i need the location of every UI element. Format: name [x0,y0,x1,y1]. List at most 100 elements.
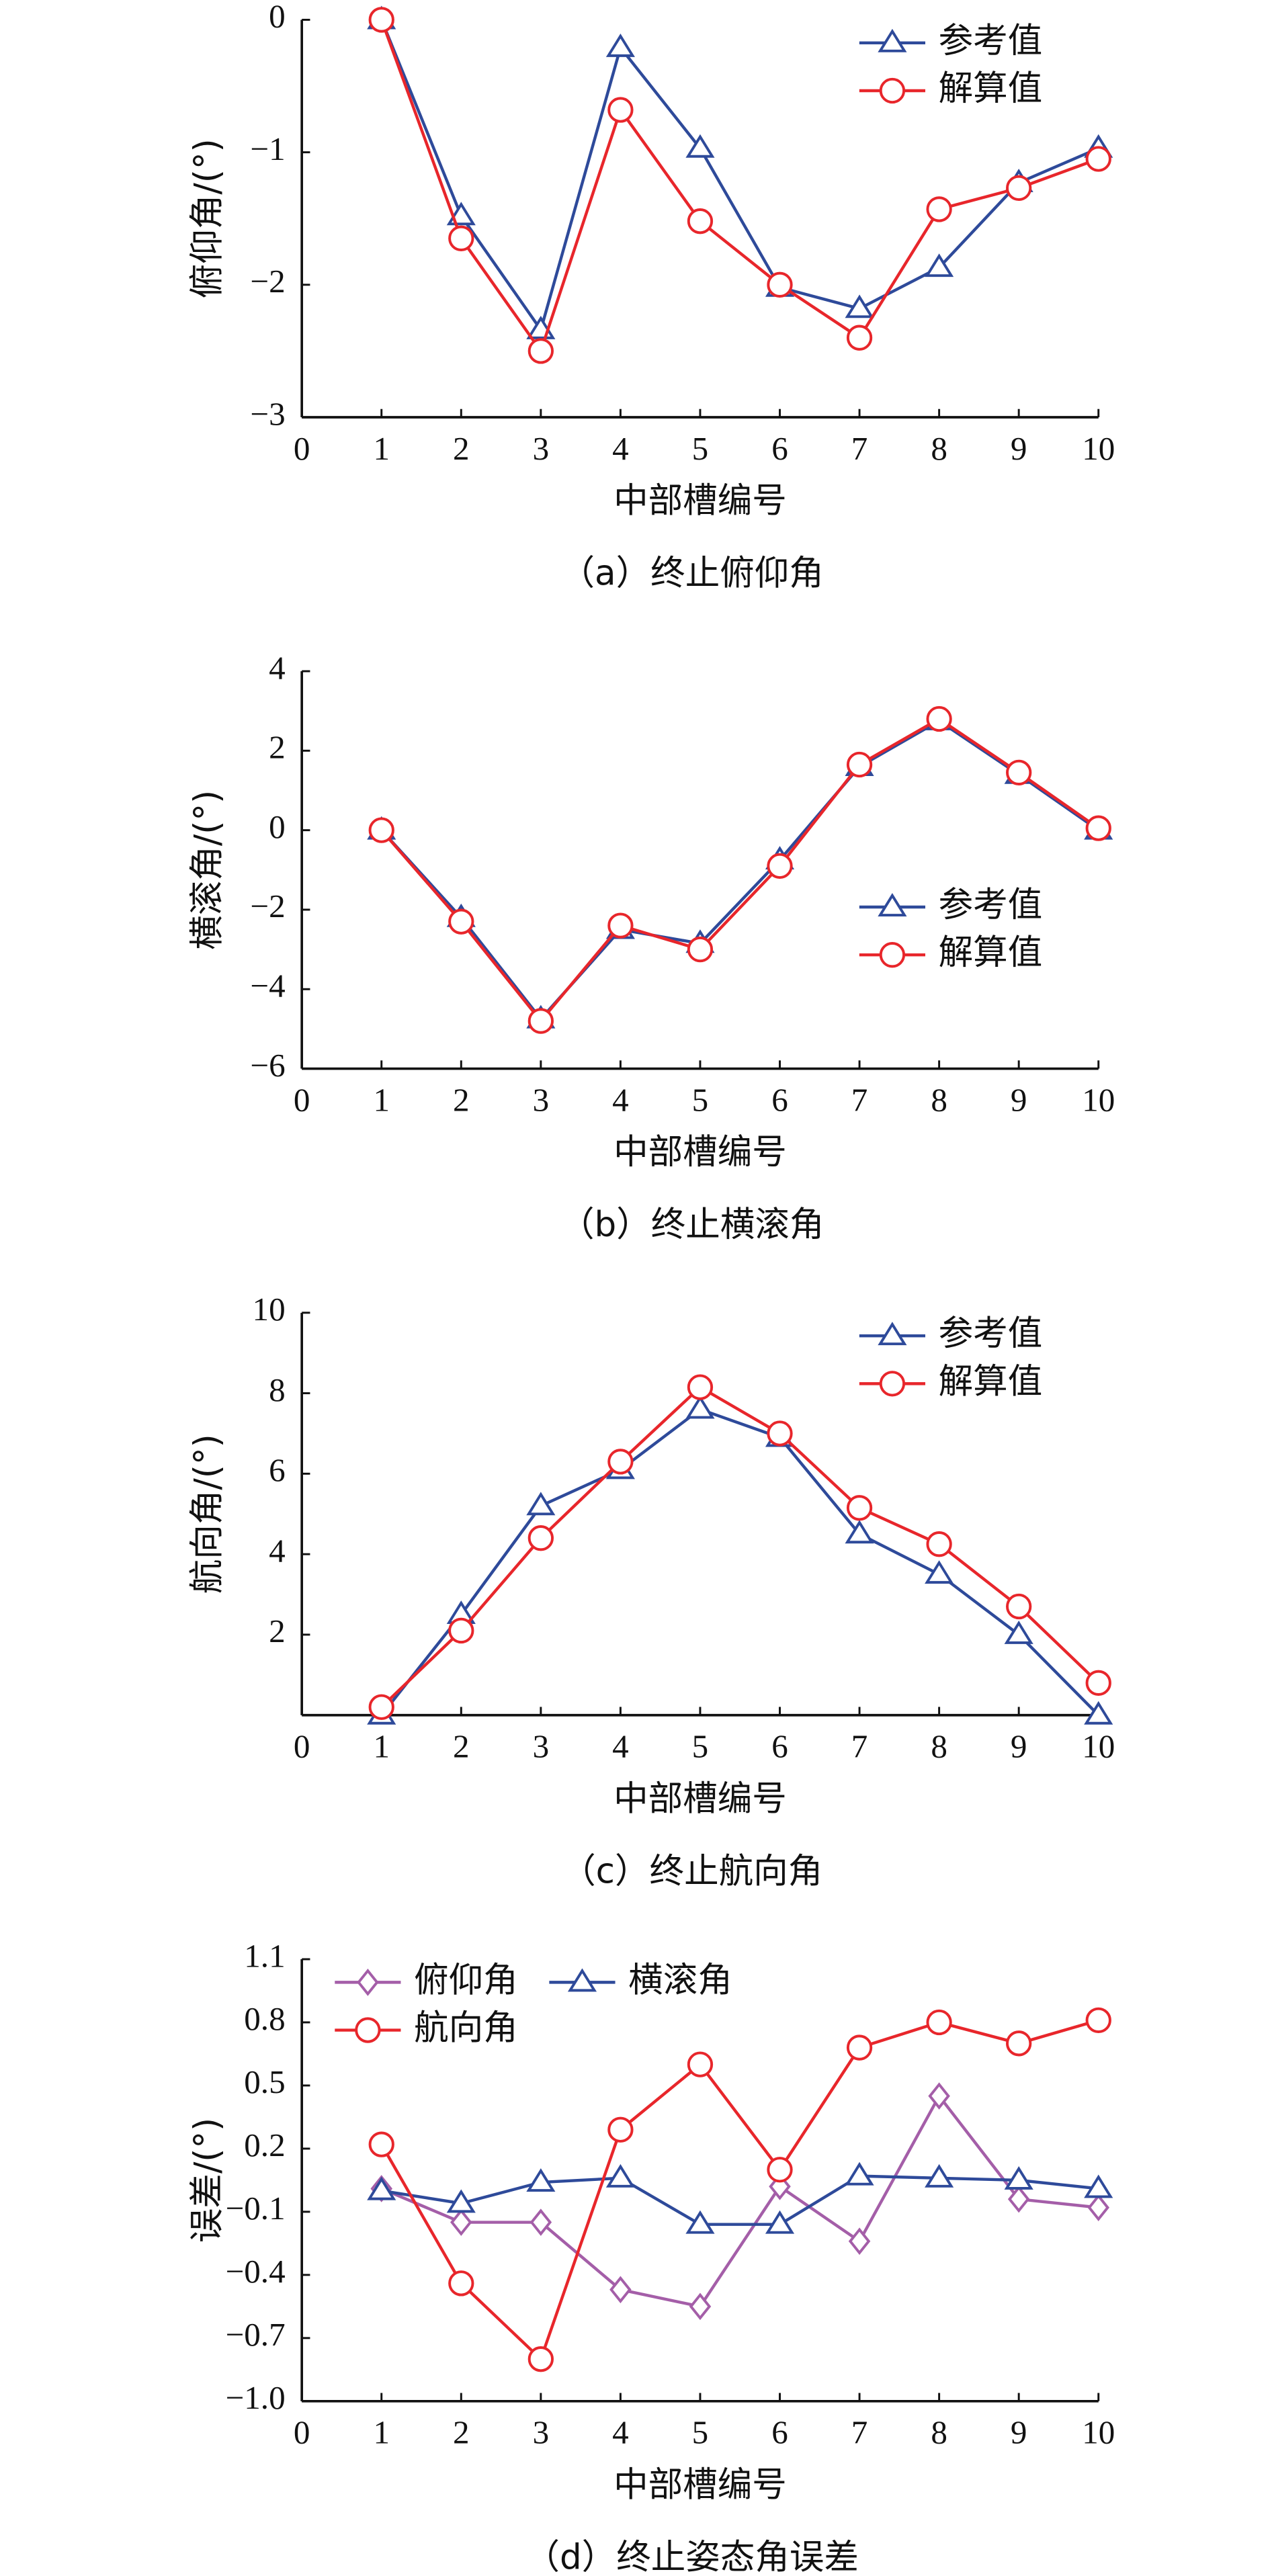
data-point [448,908,474,935]
data-point [926,705,952,732]
data-point [607,1449,634,1475]
y-tick-label: −4 [250,968,285,1004]
data-point [1084,1701,1113,1725]
x-tick-label: 2 [453,1081,470,1118]
data-point [687,2051,714,2077]
legend-label: 解算值 [939,69,1043,109]
data-point [928,2082,950,2110]
x-tick-label: 6 [771,1728,788,1765]
data-point [527,1525,554,1551]
x-tick-label: 9 [1011,430,1027,467]
x-tick-label: 8 [931,1728,947,1765]
data-point [448,1617,474,1644]
y-tick-label: 0 [269,808,286,845]
data-point [765,2210,795,2234]
legend-marker [357,1969,379,1996]
x-tick-label: 5 [692,1081,709,1118]
y-tick-label: 0 [269,0,286,35]
data-point [1085,146,1111,172]
data-point [368,7,394,33]
legend-label: 解算值 [939,1361,1043,1402]
series-line [380,19,1099,333]
y-tick-label: −1 [250,130,285,167]
legend-label: 横滚角 [628,1960,732,2000]
x-tick-label: 7 [851,1081,868,1118]
x-axis-label: 中部槽编号 [613,2464,787,2505]
data-point [446,2189,476,2213]
series-line [380,2018,1099,2362]
y-tick-label: −0.7 [226,2316,286,2353]
caption: （c）终止航向角 [561,1851,822,1891]
series-line [381,2174,1099,2226]
x-tick-label: 9 [1011,1081,1027,1118]
data-point [1087,2194,1109,2221]
y-axis-label: 横滚角/(°) [187,790,228,950]
data-point [1006,759,1032,785]
data-point [926,1531,952,1557]
x-tick-label: 7 [851,2414,868,2451]
data-point [687,936,714,963]
data-point [607,97,634,123]
data-point [526,2168,556,2192]
y-axis-label: 俯仰角/(°) [187,138,228,298]
data-point [925,2163,954,2188]
data-point [1004,1621,1033,1644]
data-point [846,325,873,351]
data-point [609,2276,632,2304]
y-tick-label: −0.4 [226,2253,286,2290]
data-point [448,2270,474,2296]
data-point [689,2292,712,2321]
data-point [845,294,874,318]
legend-marker [879,77,906,104]
y-tick-label: −1.0 [226,2379,286,2416]
data-point [450,2208,472,2236]
data-point [845,2161,874,2186]
series-line [380,719,1099,1022]
data-point [845,1520,874,1544]
data-point [1084,2174,1113,2198]
data-point [685,134,715,158]
legend-label: 参考值 [939,21,1043,61]
x-axis-label: 中部槽编号 [613,481,787,521]
x-tick-label: 0 [294,430,310,467]
x-tick-label: 0 [294,1081,310,1118]
x-tick-label: 6 [771,430,788,467]
y-tick-label: 10 [253,1291,286,1328]
x-axis-label: 中部槽编号 [613,1132,787,1172]
x-tick-label: 2 [453,430,470,467]
x-tick-label: 10 [1082,1728,1115,1765]
data-point [367,2176,396,2200]
data-point [1006,2030,1032,2057]
x-tick-label: 3 [533,430,550,467]
data-point [527,1008,554,1034]
data-point [1006,1593,1032,1620]
data-point [1085,2007,1111,2033]
y-tick-label: 2 [269,1613,286,1649]
caption: （b）终止横滚角 [560,1205,824,1245]
data-point [1004,2165,1033,2190]
y-tick-label: 0.8 [244,2000,285,2037]
legend-marker [355,2017,381,2043]
data-point [767,1420,793,1447]
y-tick-label: 4 [269,649,286,686]
series-line [380,717,1099,1024]
x-tick-label: 1 [373,430,390,467]
x-tick-label: 3 [533,1728,550,1765]
data-point [1085,815,1111,841]
legend-marker [878,893,907,916]
y-tick-label: 0.2 [244,2127,285,2163]
x-tick-label: 1 [373,1728,390,1765]
x-tick-label: 7 [851,1728,868,1765]
y-axis-label: 航向角/(°) [187,1434,228,1594]
data-point [1085,1670,1111,1696]
x-tick-label: 5 [692,2414,709,2451]
y-tick-label: −3 [250,395,285,432]
data-point [925,1560,954,1584]
legend-marker [879,942,906,968]
data-point [607,912,634,939]
legend-label: 参考值 [939,1314,1043,1354]
data-point [526,1492,556,1516]
data-point [846,1495,873,1521]
data-point [767,853,793,879]
